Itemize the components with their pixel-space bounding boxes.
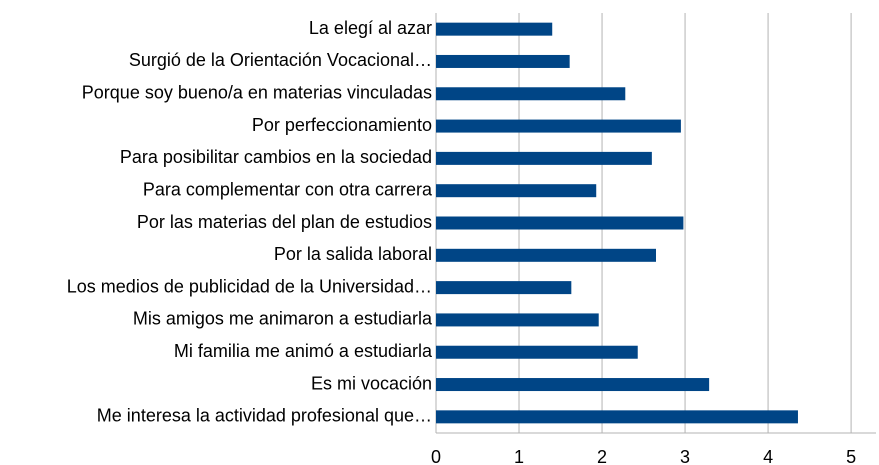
y-tick-label: Mi familia me animó a estudiarla	[174, 341, 433, 361]
x-tick-label: 4	[763, 447, 773, 465]
bar	[436, 87, 626, 101]
y-tick-label: Para posibilitar cambios en la sociedad	[120, 147, 432, 167]
bar	[436, 184, 597, 198]
y-tick-label: Porque soy bueno/a en materias vinculada…	[82, 83, 432, 103]
bar	[436, 345, 638, 359]
y-tick-label: Me interesa la actividad profesional que…	[97, 406, 432, 426]
bar	[436, 22, 553, 36]
bar	[436, 216, 684, 230]
x-tick-label: 1	[514, 447, 524, 465]
y-tick-label: La elegí al azar	[309, 18, 432, 38]
y-tick-label: Los medios de publicidad de la Universid…	[67, 276, 432, 296]
y-tick-label: Mis amigos me animaron a estudiarla	[133, 309, 433, 329]
bar	[436, 248, 656, 262]
x-tick-label: 3	[680, 447, 690, 465]
x-tick-label: 0	[431, 447, 441, 465]
bar	[436, 378, 710, 392]
x-tick-label: 5	[846, 447, 856, 465]
bar	[436, 313, 599, 327]
y-tick-label: Por perfeccionamiento	[252, 115, 432, 135]
y-tick-label: Surgió de la Orientación Vocacional…	[129, 50, 432, 70]
y-tick-label: Para complementar con otra carrera	[143, 179, 433, 199]
x-tick-label: 2	[597, 447, 607, 465]
bar	[436, 119, 681, 133]
bar	[436, 410, 798, 424]
y-tick-label: Por la salida laboral	[274, 244, 432, 264]
bar	[436, 281, 572, 295]
bar	[436, 54, 570, 68]
y-tick-label: Por las materias del plan de estudios	[137, 212, 432, 232]
bar	[436, 151, 652, 165]
y-tick-label: Es mi vocación	[311, 373, 432, 393]
